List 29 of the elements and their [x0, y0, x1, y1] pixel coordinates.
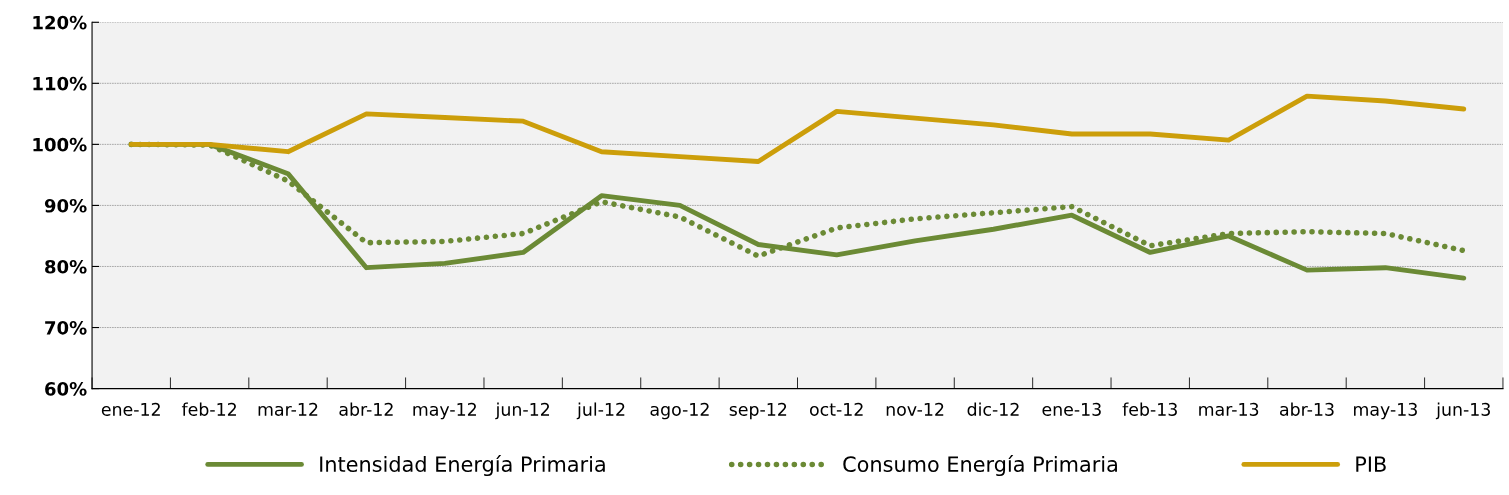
- x-tick-label: may-13: [1354, 402, 1417, 420]
- x-tick-label: sep-12: [729, 402, 787, 420]
- y-tick-label: 60%: [45, 382, 87, 396]
- x-tick-label: feb-13: [1122, 402, 1177, 416]
- legend-label: Intensidad Energía Primaria: [320, 455, 605, 477]
- y-tick-label: 110%: [33, 76, 87, 91]
- y-tick-label: 90%: [44, 198, 87, 213]
- x-tick-label: jun-12: [495, 402, 550, 420]
- x-tick-label: ene-13: [1042, 402, 1101, 416]
- x-tick-label: abr-12: [339, 402, 393, 416]
- x-tick-label: may-12: [413, 402, 476, 420]
- y-tick-label: 120%: [33, 15, 87, 30]
- line-series: [128, 93, 1467, 164]
- legend-label: Consumo Energía Primaria: [843, 455, 1117, 477]
- x-tick-label: feb-12: [181, 402, 236, 416]
- x-tick-label: mar-13: [1199, 402, 1259, 416]
- x-tick-label: oct-12: [809, 402, 863, 416]
- x-tick-label: jul-12: [576, 402, 625, 420]
- legend-label: PIB: [1356, 456, 1386, 472]
- x-tick-label: mar-12: [258, 402, 318, 416]
- y-tick-label: 80%: [45, 259, 87, 274]
- y-tick-label: 100%: [33, 137, 87, 152]
- x-tick-label: ago-12: [650, 402, 709, 420]
- x-tick-label: dic-12: [967, 402, 1019, 416]
- x-tick-label: ene-12: [101, 402, 160, 416]
- x-tick-label: abr-13: [1280, 402, 1334, 416]
- x-tick-label: nov-12: [886, 402, 944, 416]
- y-tick-label: 70%: [45, 320, 87, 335]
- x-tick-label: jun-13: [1435, 402, 1490, 420]
